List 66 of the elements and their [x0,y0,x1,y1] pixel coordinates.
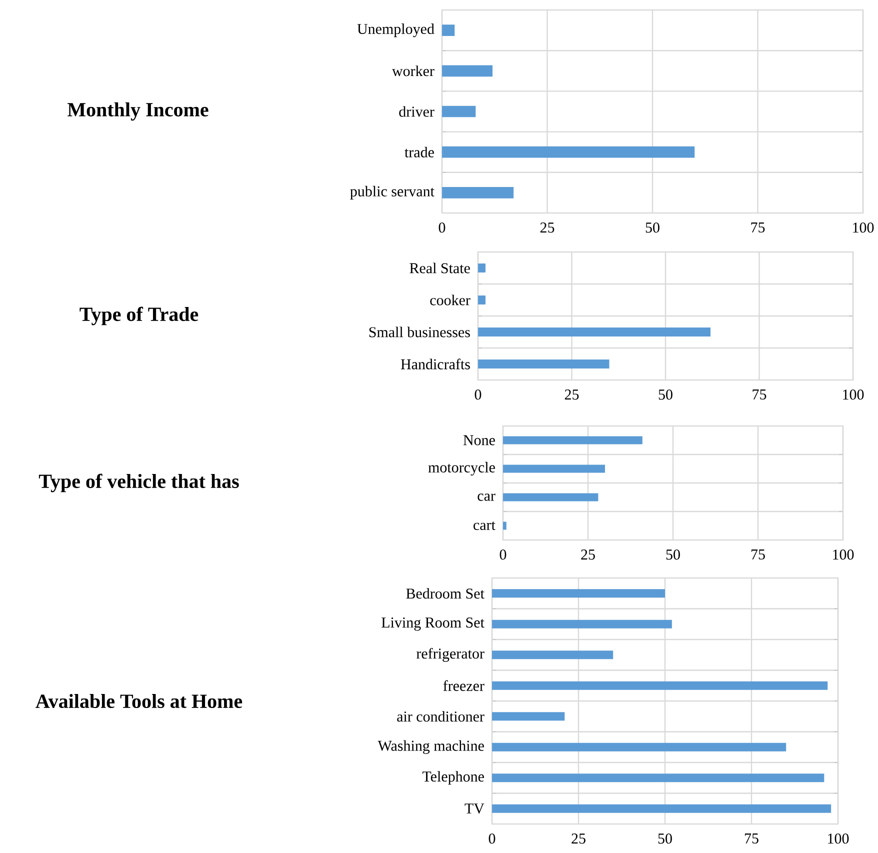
bar [442,187,514,198]
x-tick-label: 50 [658,390,672,400]
y-tick-label: freezer [443,680,484,691]
y-axis-title: Monthly Income [68,102,208,121]
x-tick-label: 50 [658,834,672,844]
y-tick-label: car [478,494,496,501]
x-tick-label: 0 [500,550,506,560]
bar [478,360,610,368]
y-tick-label: Unemployed [357,23,434,38]
y-tick-label: air conditioner [397,711,484,722]
bar [442,65,493,77]
bar [478,328,710,336]
bar [442,146,695,158]
y-tick-label: TV [464,804,484,814]
bar [478,296,486,304]
bar [492,742,786,752]
y-tick-label: Telephone [422,771,484,785]
y-tick-label: public servant [350,186,434,200]
bar [442,106,476,118]
bar [478,264,486,272]
x-tick-label: 50 [646,222,660,233]
bar [503,436,642,444]
x-tick-label: 100 [843,390,864,400]
x-tick-label: 50 [666,550,680,560]
x-tick-label: 25 [564,390,579,400]
y-tick-label: driver [399,106,434,117]
y-tick-label: Living Room Set [382,618,484,631]
y-axis-title: Type of Trade [80,306,198,326]
y-axis-title: Available Tools at Home [36,694,242,708]
y-tick-label: Small businesses [369,326,470,338]
x-tick-label: 75 [752,390,766,400]
y-tick-label: cooker [430,294,470,306]
bar [492,804,832,813]
y-tick-label: Real State [410,262,470,274]
y-tick-label: Handicrafts [400,358,470,370]
x-tick-label: 0 [474,390,482,400]
y-tick-label: cart [474,521,496,530]
y-tick-label: worker [392,66,434,76]
bar [492,620,672,628]
x-tick-label: 25 [572,834,586,844]
y-tick-label: refrigerator [416,648,484,662]
bar [492,589,665,598]
bar [492,650,614,660]
bar [503,464,605,473]
x-tick-label: 0 [488,834,496,844]
bar [492,712,565,721]
bar [503,493,598,502]
bar [492,774,824,782]
x-tick-label: 75 [744,834,758,844]
x-tick-label: 75 [751,222,765,232]
x-tick-label: 75 [751,550,765,560]
y-axis-title: Type of vehicle that has [38,474,239,492]
y-tick-label: motorcycle [428,462,495,476]
x-tick-label: 0 [438,222,446,233]
bar [492,681,828,690]
x-tick-label: 25 [540,222,554,233]
bar [503,522,506,530]
x-tick-label: 100 [828,834,849,844]
x-tick-label: 100 [833,550,854,560]
y-tick-label: Bedroom Set [406,588,484,599]
y-tick-label: None [463,435,495,446]
bar [442,24,455,36]
x-tick-label: 25 [581,550,595,560]
y-tick-label: Washing machine [378,740,484,754]
y-tick-label: trade [404,146,434,158]
x-tick-label: 100 [853,222,874,233]
